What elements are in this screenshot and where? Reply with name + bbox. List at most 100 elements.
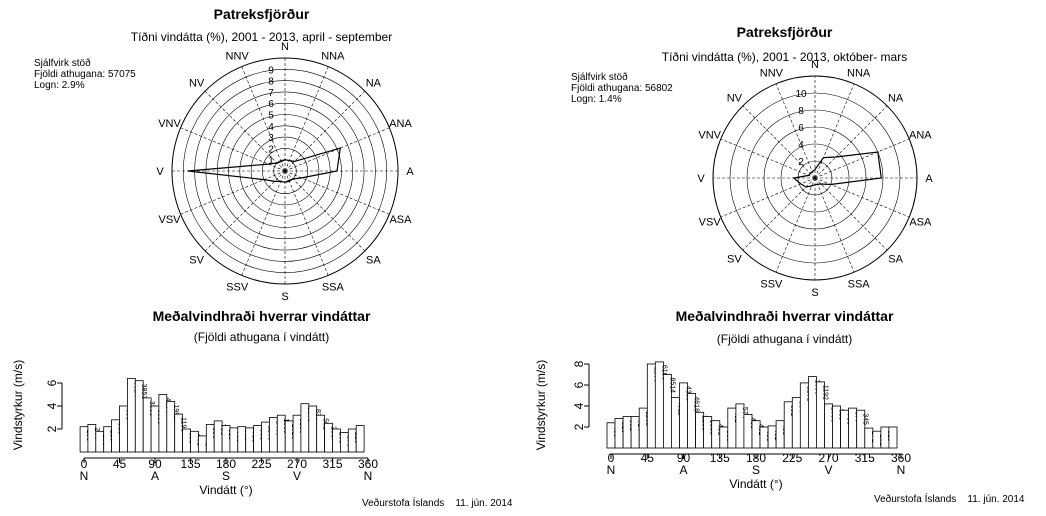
direction-label: V: [697, 173, 705, 185]
x-tick-label: 315: [322, 457, 342, 471]
x-tick-label: 90: [148, 457, 162, 471]
footer-date: 11. jún. 2014: [967, 494, 1025, 505]
direction-label: A: [406, 166, 414, 178]
direction-label: VNV: [698, 129, 721, 141]
y-tick-label: 4: [572, 402, 586, 409]
calm-percent: Logn: 1.4%: [571, 94, 622, 105]
radial-tick-label: 4: [268, 122, 274, 133]
x-direction-label: V: [824, 463, 832, 477]
direction-label: NV: [727, 92, 743, 104]
x-tick-label: 180: [216, 457, 236, 471]
direction-spoke: [284, 170, 329, 276]
direction-label: S: [281, 291, 288, 303]
x-direction-label: A: [679, 463, 687, 477]
x-direction-label: N: [364, 469, 373, 483]
direction-label: NNA: [321, 51, 345, 63]
direction-spoke: [180, 127, 286, 172]
right-panel: Patreksfjörður Tíðni vindátta (%), 2001 …: [523, 0, 1046, 516]
x-direction-label: V: [293, 469, 301, 483]
radial-tick-label: 6: [268, 99, 274, 110]
radial-gridline: [780, 143, 850, 213]
y-tick-label: 4: [45, 402, 59, 409]
wind-rose-chart: N NNA NA ANA A ASA SA SSA S SSV SV VSV V VNV NV NNV 2 4 6 8…: [697, 59, 933, 299]
direction-spoke: [180, 170, 286, 215]
x-direction-label: A: [151, 469, 159, 483]
x-tick-label: 315: [855, 451, 875, 465]
x-tick-label: 135: [180, 457, 200, 471]
direction-label: ANA: [909, 129, 932, 141]
station-info: Sjálfvirk stöð Fjöldi athugana: 57075 Lo…: [34, 58, 136, 91]
direction-spoke: [284, 170, 390, 215]
observation-count: Fjöldi athugana: 57075: [34, 69, 136, 80]
direction-spoke: [814, 138, 910, 179]
direction-label: NA: [888, 92, 904, 104]
y-tick-label: 6: [572, 381, 586, 388]
radial-tick-label: 8: [798, 106, 804, 117]
radial-tick-label: 2: [798, 157, 804, 168]
direction-label: ANA: [389, 118, 412, 130]
direction-label: SV: [189, 254, 204, 266]
direction-label: ASA: [389, 214, 412, 226]
direction-label: VNV: [158, 118, 181, 130]
footer-source: Veðurstofa Íslands: [362, 498, 445, 509]
direction-label: NV: [189, 78, 205, 90]
y-axis-label: Vindstyrkur (m/s): [534, 360, 548, 450]
radial-tick-label: 1: [268, 156, 274, 167]
radial-tick-label: 5: [268, 111, 274, 122]
direction-label: NNV: [226, 51, 250, 63]
x-tick-label: 135: [710, 451, 730, 465]
count-label: 345: [862, 413, 869, 425]
radial-gridline: [205, 91, 365, 251]
frequency-polygon: [187, 147, 342, 183]
radial-tick-label: 8: [268, 77, 274, 88]
wind-speed-bar: [355, 425, 365, 453]
wind-speed-bar: [888, 426, 898, 449]
bar-subtitle: (Fjöldi athugana í vindátt): [716, 332, 853, 346]
direction-label: SSV: [760, 278, 783, 290]
count-label: 574: [741, 407, 748, 419]
rose-title: Patreksfjörður: [213, 6, 310, 22]
x-tick-label: 270: [287, 457, 307, 471]
radial-tick-label: 6: [798, 123, 804, 134]
y-tick-label: 8: [572, 360, 586, 367]
count-label: 8514: [668, 378, 675, 394]
direction-spoke: [814, 177, 888, 251]
calm-percent: Logn: 2.9%: [34, 80, 85, 91]
direction-label: NNV: [760, 68, 784, 80]
x-tick-label: 270: [818, 451, 838, 465]
x-axis-label: Vindátt (°): [729, 477, 782, 491]
direction-label: N: [281, 41, 289, 53]
rose-subtitle: Tíðni vindátta (%), 2001 - 2013, október…: [661, 50, 908, 64]
station-type: Sjálfvirk stöð: [34, 58, 91, 69]
direction-label: SSV: [226, 281, 249, 293]
x-axis-label: Vindátt (°): [199, 483, 252, 497]
radial-tick-label: 2: [268, 144, 274, 155]
direction-label: V: [156, 166, 164, 178]
footer-date: 11. jún. 2014: [455, 498, 513, 509]
x-direction-label: N: [897, 463, 906, 477]
x-tick-label: 45: [641, 451, 655, 465]
rose-title: Patreksfjörður: [736, 24, 833, 40]
count-label: 1992: [172, 404, 179, 420]
direction-label: S: [811, 287, 818, 299]
footer: Veðurstofa Íslands 11. jún. 2014: [362, 498, 513, 509]
radial-tick-label: 4: [798, 140, 804, 151]
direction-spoke: [204, 170, 286, 252]
footer: Veðurstofa Íslands 11. jún. 2014: [874, 494, 1025, 505]
x-direction-label: N: [80, 469, 89, 483]
radial-tick-label: 7: [268, 88, 274, 99]
wind-rose-chart: N NNA NA ANA A ASA SA SSA S SSV SV VSV V VNV NV NNV 1234…: [156, 41, 414, 303]
station-type: Sjálfvirk stöð: [571, 72, 628, 83]
x-tick-label: 90: [677, 451, 691, 465]
x-tick-label: 0: [608, 451, 615, 465]
count-label: 6163: [660, 365, 667, 381]
station-info: Sjálfvirk stöð Fjöldi athugana: 56802 Lo…: [571, 72, 673, 105]
direction-label: SA: [888, 254, 903, 266]
direction-label: NA: [366, 78, 382, 90]
y-tick-label: 6: [45, 379, 59, 386]
bar-title: Meðalvindhraði hverrar vindáttar: [152, 308, 371, 324]
count-label: 1192: [821, 385, 828, 400]
x-tick-label: 360: [891, 451, 911, 465]
